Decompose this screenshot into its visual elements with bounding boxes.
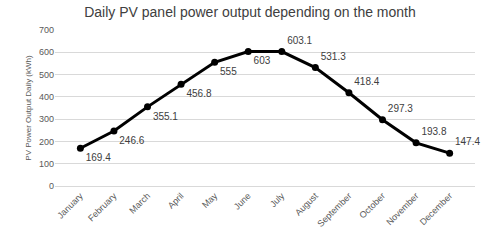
svg-text:0: 0: [49, 181, 54, 191]
svg-text:100: 100: [39, 159, 54, 169]
svg-text:December: December: [418, 191, 454, 227]
svg-text:531.3: 531.3: [321, 51, 346, 62]
svg-text:October: October: [357, 191, 387, 221]
svg-text:555: 555: [220, 66, 237, 77]
svg-text:193.8: 193.8: [421, 126, 446, 137]
svg-text:500: 500: [39, 70, 54, 80]
svg-text:August: August: [293, 190, 320, 217]
svg-text:June: June: [232, 191, 253, 212]
svg-text:February: February: [86, 190, 119, 223]
svg-text:300: 300: [39, 114, 54, 124]
svg-text:January: January: [55, 190, 85, 220]
svg-text:603: 603: [254, 55, 271, 66]
svg-text:246.6: 246.6: [119, 135, 144, 146]
svg-text:169.4: 169.4: [86, 152, 111, 163]
svg-text:418.4: 418.4: [354, 76, 379, 87]
svg-text:Daily PV panel power output de: Daily PV panel power output depending on…: [84, 4, 416, 20]
svg-text:May: May: [200, 190, 219, 209]
svg-text:700: 700: [39, 25, 54, 35]
svg-text:November: November: [384, 191, 420, 227]
svg-text:603.1: 603.1: [287, 35, 312, 46]
svg-text:200: 200: [39, 137, 54, 147]
svg-text:PV Power Output Daily (kWh): PV Power Output Daily (kWh): [24, 55, 33, 161]
svg-text:400: 400: [39, 92, 54, 102]
svg-text:600: 600: [39, 47, 54, 57]
svg-text:July: July: [268, 190, 287, 209]
svg-text:April: April: [166, 191, 186, 211]
svg-text:March: March: [127, 191, 152, 216]
svg-text:297.3: 297.3: [388, 103, 413, 114]
svg-text:September: September: [315, 191, 353, 229]
svg-text:355.1: 355.1: [153, 111, 178, 122]
svg-text:456.8: 456.8: [186, 88, 211, 99]
svg-text:147.4: 147.4: [455, 136, 480, 147]
